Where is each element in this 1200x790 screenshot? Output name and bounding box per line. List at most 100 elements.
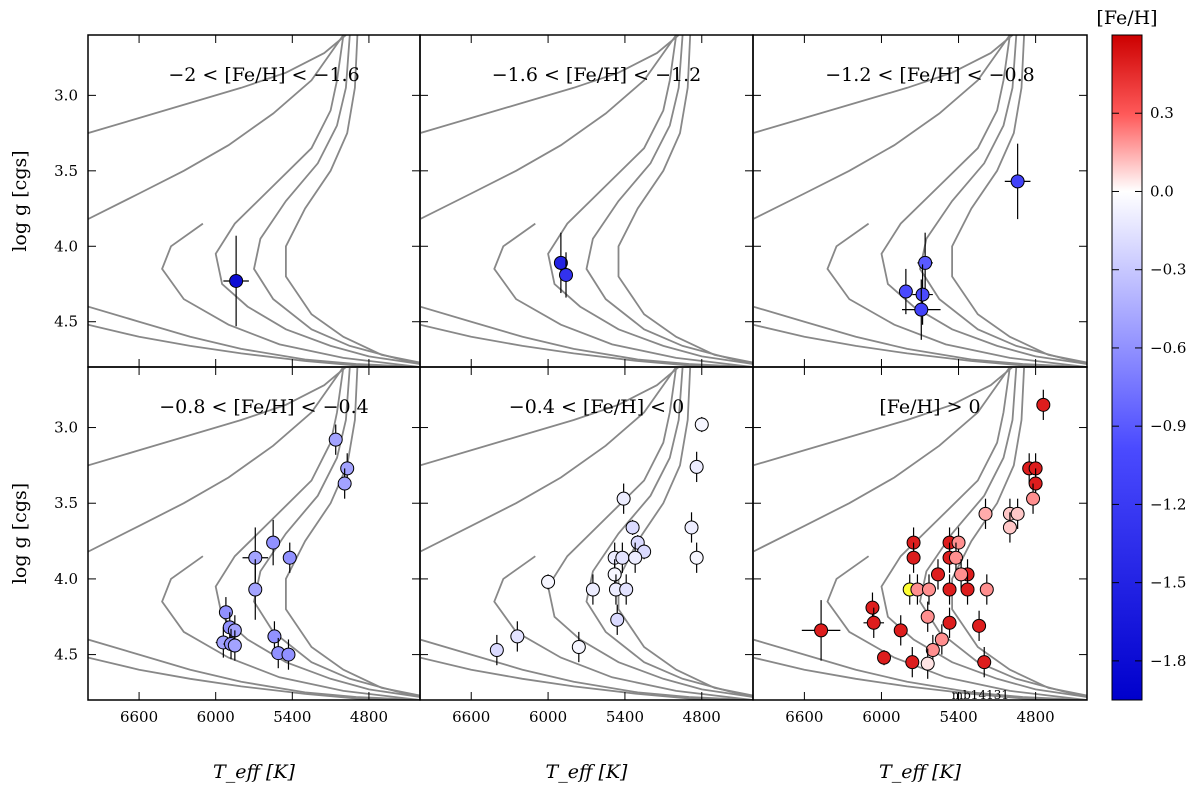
- x-axis-label: T_eff [K]: [213, 761, 296, 783]
- isochrone-curve: [88, 35, 347, 134]
- isochrone-curve: [420, 367, 677, 553]
- colorbar-tick-label: −1.5: [1150, 574, 1186, 592]
- data-point: [910, 582, 925, 597]
- isochrone-curve: [753, 638, 1087, 700]
- data-point: [948, 550, 963, 565]
- panel-2: −1.6 < [Fe/H] < −1.2: [419, 34, 754, 368]
- isochrone-curve: [951, 35, 1087, 364]
- data-point: [925, 643, 940, 658]
- data-point: [553, 255, 568, 270]
- x-axis-label: T_eff [K]: [546, 761, 629, 783]
- data-point: [489, 643, 504, 658]
- data-point: [248, 582, 263, 597]
- panel-5: 6600 6000 5400 4800 −0.4 < [Fe/H] < 0: [419, 366, 754, 726]
- isochrone-curve: [753, 305, 1087, 367]
- panel-3: −1.2 < [Fe/H] < −0.8: [752, 34, 1088, 368]
- y-tick-label: 3.5: [54, 162, 78, 180]
- isochrone-curve: [161, 555, 420, 700]
- colorbar-tick-label: −0.3: [1150, 261, 1186, 279]
- data-point: [905, 655, 920, 670]
- colorbar-tick-label: 0.3: [1150, 104, 1174, 122]
- x-tick-label: 6000: [862, 708, 900, 726]
- isochrones: [753, 35, 1087, 367]
- data-point: [1028, 476, 1043, 491]
- data-point: [960, 582, 975, 597]
- data-point: [229, 273, 244, 288]
- data-point: [914, 302, 929, 317]
- data-points: [553, 232, 574, 298]
- isochrone-curve: [88, 638, 420, 700]
- x-tick-label: 6600: [452, 708, 490, 726]
- data-point: [340, 461, 355, 476]
- panel-1: 3.0 3.5 4.0 4.5 −2 < [Fe/H] < −1.6: [54, 34, 421, 368]
- x-tick-label: 6600: [120, 708, 158, 726]
- data-point: [615, 550, 630, 565]
- data-point: [625, 520, 640, 535]
- data-point: [571, 640, 586, 655]
- y-tick-label: 4.0: [54, 570, 78, 588]
- star-annotation: mb14131: [952, 688, 1009, 702]
- data-point: [934, 632, 949, 647]
- y-tick-label: 4.0: [54, 237, 78, 255]
- data-point: [865, 600, 880, 615]
- isochrone-curve: [951, 367, 1087, 697]
- data-point: [978, 506, 993, 521]
- data-point: [607, 567, 622, 582]
- data-point: [328, 432, 343, 447]
- data-point: [979, 582, 994, 597]
- isochrone-curve: [753, 323, 1087, 367]
- isochrone-curve: [88, 367, 347, 467]
- panel-frame: [752, 366, 1088, 701]
- isochrone-curve: [253, 35, 420, 365]
- data-point: [510, 629, 525, 644]
- y-tick-label: 4.5: [54, 646, 78, 664]
- isochrone-curve: [617, 35, 753, 364]
- isochrone-curve: [88, 305, 420, 367]
- isochrone-curve: [753, 367, 1011, 553]
- isochrone-curve: [214, 35, 420, 365]
- panel-4: 6600 6000 5400 4800 3.0 3.5 4.0 4.5 −0.8 < [Fe/H…: [54, 366, 421, 726]
- isochrone-curve: [420, 656, 753, 700]
- data-point: [585, 582, 600, 597]
- data-points: [801, 389, 1051, 679]
- data-point: [1010, 506, 1025, 521]
- colorbar-tick-label: −1.2: [1150, 495, 1186, 513]
- data-point: [906, 550, 921, 565]
- data-point: [694, 417, 709, 432]
- isochrone-curve: [420, 638, 753, 700]
- colorbar-label: [Fe/H]: [1096, 7, 1157, 29]
- x-tick-label: 5400: [606, 708, 644, 726]
- data-point: [541, 574, 556, 589]
- isochrone-curve: [880, 35, 1087, 365]
- isochrone-curve: [420, 35, 680, 134]
- isochrones: [88, 35, 420, 367]
- isochrone-curve: [547, 35, 753, 365]
- data-point: [559, 267, 574, 282]
- data-point: [684, 520, 699, 535]
- data-point: [951, 535, 966, 550]
- colorbar-gradient: [1111, 34, 1143, 701]
- data-point: [267, 629, 282, 644]
- isochrone-curve: [753, 367, 1014, 467]
- data-points: [223, 235, 249, 327]
- x-tick-label: 4800: [683, 708, 721, 726]
- data-point: [689, 550, 704, 565]
- colorbar-tick-label: −1.8: [1150, 652, 1186, 670]
- data-point: [689, 459, 704, 474]
- data-point: [266, 535, 281, 550]
- x-tick-label: 5400: [939, 708, 977, 726]
- x-tick-label: 6000: [529, 708, 567, 726]
- data-points: [215, 424, 355, 670]
- isochrone-curve: [161, 222, 420, 367]
- y-tick-label: 3.0: [54, 86, 78, 104]
- colorbar-tick-label: −0.6: [1150, 339, 1186, 357]
- isochrone-curve: [88, 367, 345, 553]
- data-point: [218, 605, 233, 620]
- data-point: [1002, 520, 1017, 535]
- panel-title: −1.2 < [Fe/H] < −0.8: [825, 64, 1034, 86]
- panel-title: [Fe/H] > 0: [879, 396, 980, 418]
- data-point: [1036, 397, 1051, 412]
- data-point: [898, 284, 913, 299]
- isochrone-curve: [919, 35, 1087, 365]
